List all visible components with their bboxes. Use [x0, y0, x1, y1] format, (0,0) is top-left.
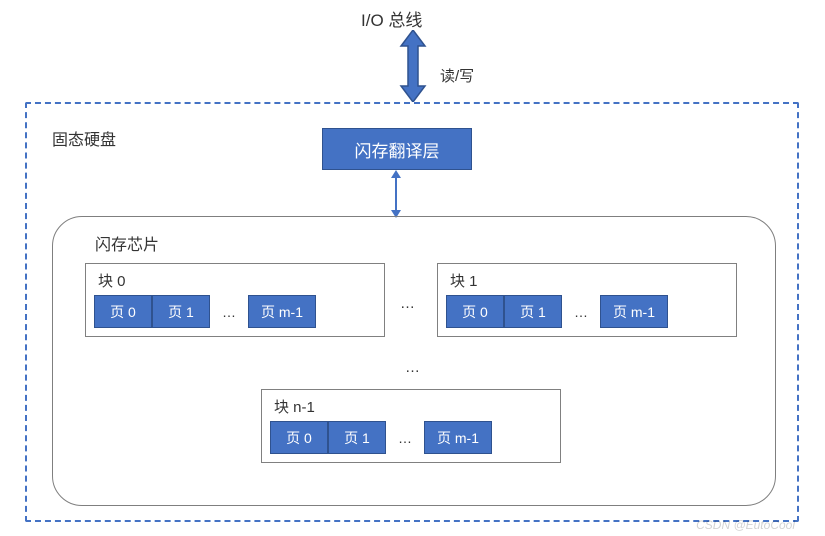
block-n-1-pages: 页 0 页 1 … 页 m-1 — [262, 421, 560, 462]
flash-chip-container: 闪存芯片 块 0 页 0 页 1 … 页 m-1 … 块 1 页 0 页 1 …… — [52, 216, 776, 506]
block-1-label: 块 1 — [438, 270, 736, 291]
block-n-1: 块 n-1 页 0 页 1 … 页 m-1 — [261, 389, 561, 463]
ellipsis-icon: … — [400, 295, 415, 312]
block-1: 块 1 页 0 页 1 … 页 m-1 — [437, 263, 737, 337]
page-box: 页 m-1 — [424, 421, 492, 454]
block-0-pages: 页 0 页 1 … 页 m-1 — [86, 295, 384, 336]
page-box: 页 1 — [504, 295, 562, 328]
ellipsis-icon: … — [405, 359, 420, 376]
ellipsis-icon: … — [562, 304, 600, 320]
page-box: 页 m-1 — [248, 295, 316, 328]
page-box: 页 1 — [328, 421, 386, 454]
read-write-label: 读/写 — [440, 65, 474, 86]
block-0-label: 块 0 — [86, 270, 384, 291]
block-0: 块 0 页 0 页 1 … 页 m-1 — [85, 263, 385, 337]
page-box: 页 0 — [94, 295, 152, 328]
io-bus-label: I/O 总线 — [361, 6, 422, 31]
page-box: 页 0 — [270, 421, 328, 454]
page-box: 页 m-1 — [600, 295, 668, 328]
watermark: CSDN @EutoCool — [696, 518, 795, 532]
ftl-chip-arrow — [386, 170, 406, 218]
block-1-pages: 页 0 页 1 … 页 m-1 — [438, 295, 736, 336]
flash-chip-label: 闪存芯片 — [95, 231, 159, 255]
block-n-1-label: 块 n-1 — [262, 396, 560, 417]
ssd-label: 固态硬盘 — [52, 126, 116, 150]
io-arrow — [0, 30, 825, 102]
page-box: 页 1 — [152, 295, 210, 328]
ellipsis-icon: … — [210, 304, 248, 320]
page-box: 页 0 — [446, 295, 504, 328]
ellipsis-icon: … — [386, 430, 424, 446]
ssd-container: 固态硬盘 闪存翻译层 闪存芯片 块 0 页 0 页 1 … 页 m-1 … 块 … — [25, 102, 799, 522]
ftl-box: 闪存翻译层 — [322, 128, 472, 170]
